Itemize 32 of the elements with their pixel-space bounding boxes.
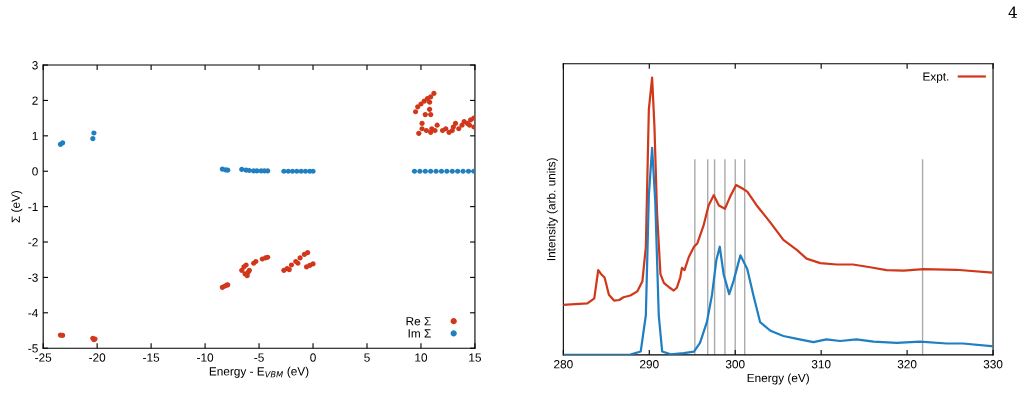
legend-label: Re Σ bbox=[406, 317, 431, 326]
x-tick-label: 330 bbox=[983, 360, 1003, 369]
x-tick-label: 15 bbox=[469, 353, 482, 362]
y-axis-title: Intensity (arb. units) bbox=[546, 158, 558, 261]
x-axis-title: Energy (eV) bbox=[747, 373, 809, 385]
y-axis-title: Σ (eV) bbox=[11, 190, 23, 223]
x-tick-label: 5 bbox=[364, 353, 370, 362]
x-tick-label: -20 bbox=[89, 353, 106, 362]
text: 4 bbox=[1008, 6, 1017, 18]
y-tick-label: -3 bbox=[28, 273, 38, 282]
legend-label: Im Σ bbox=[408, 329, 431, 338]
y-tick-label: 3 bbox=[32, 61, 38, 70]
x-tick-label: -15 bbox=[143, 353, 160, 362]
x-tick-label: -25 bbox=[35, 353, 52, 362]
y-tick-label: -5 bbox=[28, 344, 38, 353]
x-tick-label: -10 bbox=[197, 353, 214, 362]
x-tick-label: 10 bbox=[415, 353, 428, 362]
y-tick-label: -2 bbox=[28, 238, 38, 247]
x-tick-label: 290 bbox=[640, 360, 659, 369]
x-tick-label: 310 bbox=[811, 360, 831, 369]
x-axis-title: Energy - E$_{VBM}$ (eV) bbox=[209, 366, 309, 378]
y-tick-label: 1 bbox=[32, 131, 38, 141]
y-tick-label: 2 bbox=[32, 96, 38, 105]
x-tick-label: 0 bbox=[310, 353, 316, 362]
y-tick-label: -1 bbox=[28, 202, 38, 211]
legend-label: Expt. bbox=[923, 72, 949, 84]
y-tick-label: 0 bbox=[32, 167, 38, 176]
y-tick-label: -4 bbox=[28, 308, 38, 318]
x-tick-label: 300 bbox=[725, 360, 745, 369]
x-tick-label: 280 bbox=[554, 360, 573, 369]
x-tick-label: 320 bbox=[897, 360, 917, 369]
x-tick-label: -5 bbox=[254, 353, 264, 362]
